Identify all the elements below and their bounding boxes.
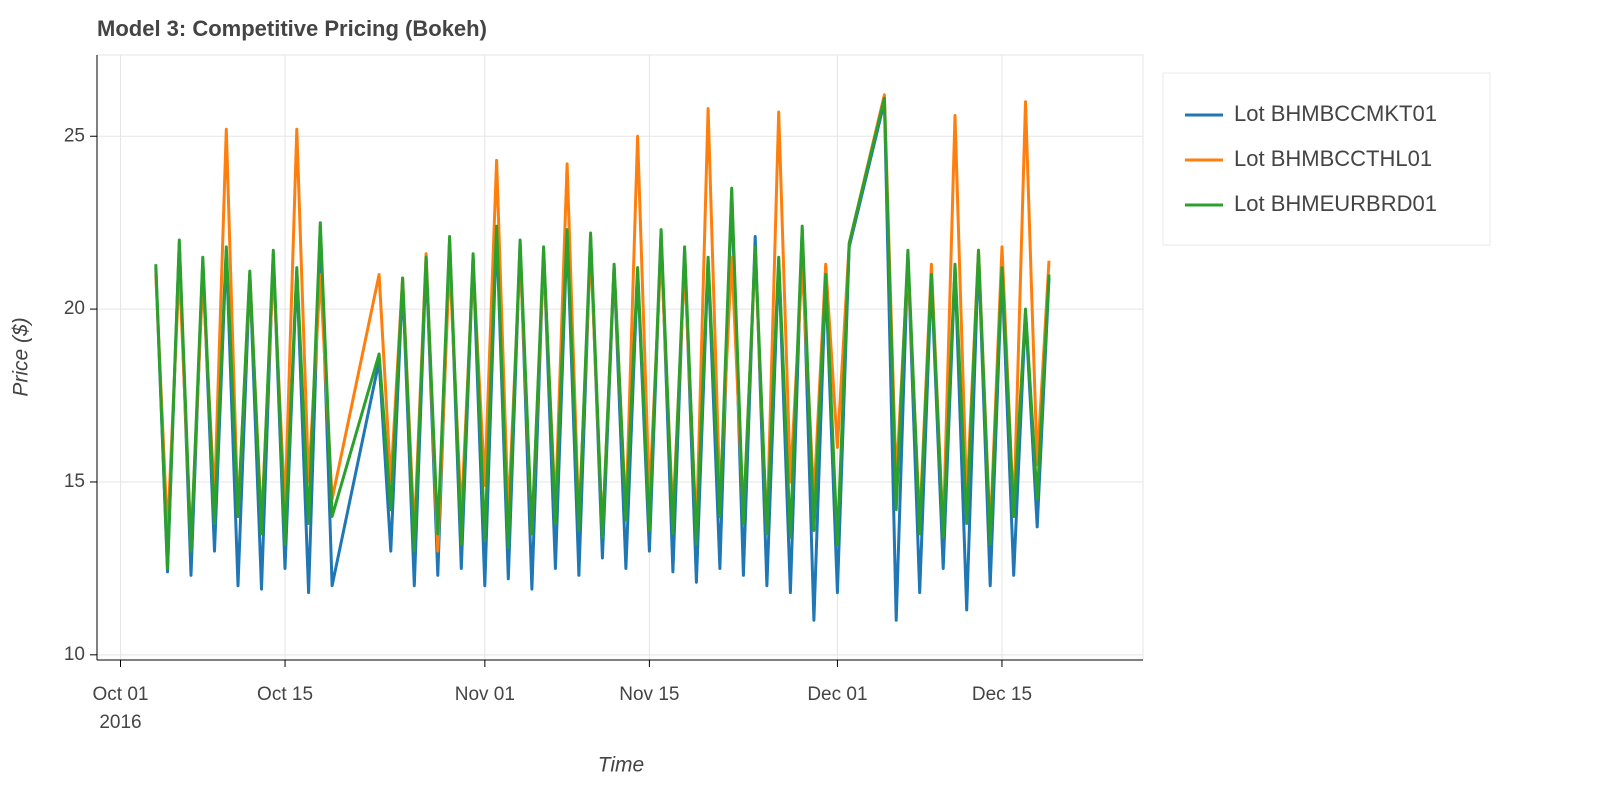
y-tick-label: 10: [64, 644, 85, 665]
x-tick-label: Oct 01: [93, 684, 149, 705]
x-tick-label: Dec 01: [807, 684, 867, 705]
x-tick-year-label: 2016: [99, 712, 141, 733]
series-line: [154, 96, 1051, 570]
x-tick-label: Nov 15: [619, 684, 679, 705]
y-axis-label: Price ($): [10, 317, 33, 396]
legend-label: Lot BHMEURBRD01: [1234, 191, 1437, 216]
x-tick-label: Oct 15: [257, 684, 313, 705]
y-tick-label: 25: [64, 125, 85, 146]
chart-title: Model 3: Competitive Pricing (Bokeh): [97, 16, 487, 41]
x-tick-label: Dec 15: [972, 684, 1032, 705]
y-tick-label: 20: [64, 298, 85, 319]
x-tick-label: Nov 01: [455, 684, 515, 705]
x-axis-label: Time: [598, 754, 644, 777]
legend-label: Lot BHMBCCMKT01: [1234, 101, 1437, 126]
legend-label: Lot BHMBCCTHL01: [1234, 146, 1432, 171]
y-tick-label: 15: [64, 471, 85, 492]
